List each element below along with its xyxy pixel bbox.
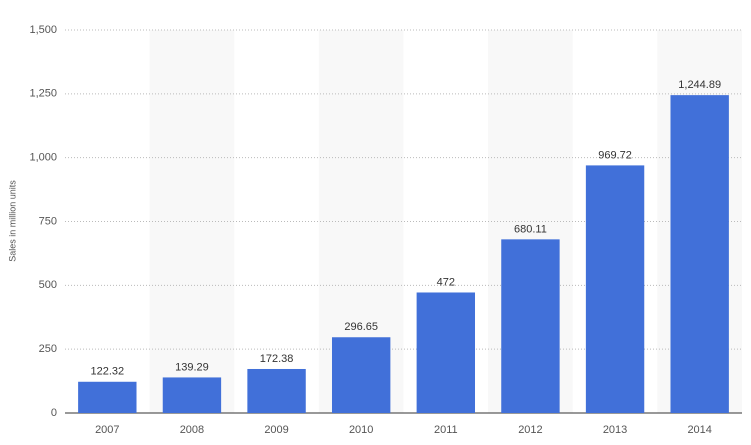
bar — [416, 292, 476, 413]
y-tick-label: 1,500 — [29, 24, 57, 36]
x-tick-label: 2014 — [687, 424, 711, 436]
x-tick-label: 2008 — [180, 424, 204, 436]
value-label: 969.72 — [598, 149, 632, 161]
y-axis-label: Sales in million units — [7, 180, 17, 262]
bar — [501, 239, 560, 413]
x-tick-label: 2009 — [264, 424, 288, 436]
bar — [670, 95, 729, 413]
x-tick-label: 2012 — [518, 424, 542, 436]
y-tick-label: 250 — [39, 343, 57, 355]
y-tick-label: 1,250 — [29, 88, 57, 100]
bar — [162, 377, 222, 413]
bar — [78, 381, 137, 413]
value-label: 122.32 — [90, 366, 124, 378]
value-label: 172.38 — [260, 353, 294, 365]
value-label: 472 — [437, 276, 455, 288]
y-tick-label: 750 — [39, 215, 57, 227]
bar — [585, 165, 645, 413]
x-tick-label: 2011 — [434, 424, 458, 436]
bar — [247, 368, 306, 413]
value-label: 139.29 — [175, 361, 209, 373]
value-label: 680.11 — [514, 223, 547, 235]
y-tick-label: 1,000 — [29, 152, 57, 164]
y-tick-label: 500 — [39, 279, 57, 291]
x-tick-label: 2007 — [95, 424, 119, 436]
x-tick-label: 2010 — [349, 424, 373, 436]
bar — [331, 337, 391, 413]
value-label: 1,244.89 — [678, 79, 721, 91]
y-tick-label: 0 — [51, 407, 57, 419]
value-label: 296.65 — [344, 321, 378, 333]
x-tick-label: 2013 — [603, 424, 627, 436]
